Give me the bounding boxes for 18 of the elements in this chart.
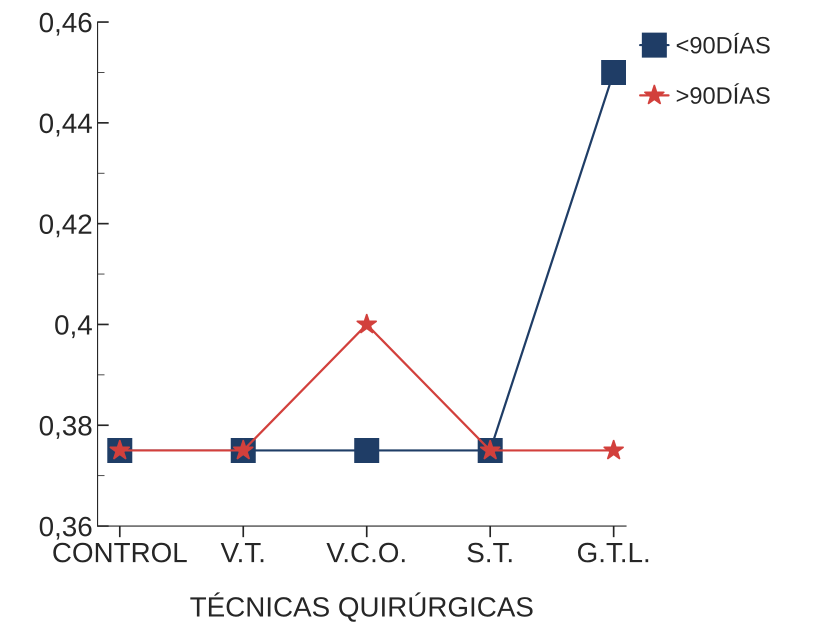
y-tick-label: 0,36 <box>40 516 92 540</box>
y-tick-label: 0,38 <box>40 416 92 439</box>
y-tick-label: 0,44 <box>40 114 92 136</box>
x-tick-label: CONTROL <box>53 542 187 562</box>
legend-label: >90DÍAS <box>676 83 770 104</box>
x-tick-label: V.C.O. <box>326 542 405 562</box>
point <box>601 60 626 85</box>
legend-label: <90DÍAS <box>676 32 770 54</box>
y-tick-label: 0,46 <box>40 12 92 36</box>
x-axis-title: TÉCNICAS QUIRÚRGICAS <box>190 592 533 622</box>
y-tick-label: 0,4 <box>55 315 92 338</box>
point <box>354 438 380 463</box>
x-tick-label: V.T. <box>220 543 264 562</box>
point <box>356 313 378 334</box>
x-tick-label: S.T. <box>468 542 512 562</box>
x-tick-label: G.T.L. <box>578 542 648 562</box>
y-tick-label: 0,42 <box>40 214 92 238</box>
point <box>603 439 624 460</box>
